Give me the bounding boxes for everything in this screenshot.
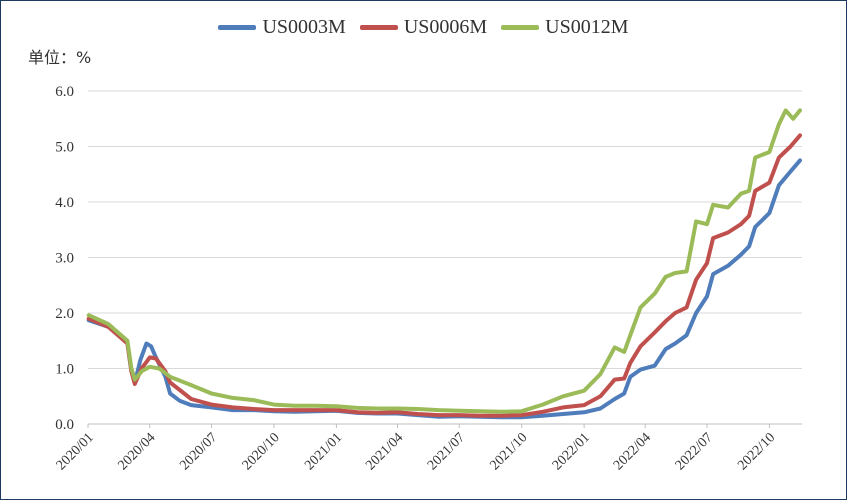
x-tick-label: 2020/07 bbox=[177, 430, 220, 473]
legend-item-us0003m: US0003M bbox=[218, 16, 346, 39]
y-tick-label: 5.0 bbox=[55, 140, 74, 156]
y-tick-label: 6.0 bbox=[55, 84, 74, 100]
x-tick-label: 2021/01 bbox=[302, 430, 345, 473]
x-tick-label: 2021/10 bbox=[487, 430, 530, 473]
series-line-us0012m bbox=[86, 108, 802, 414]
legend-label-us0012m: US0012M bbox=[545, 16, 629, 38]
series-line-us0006m bbox=[86, 133, 802, 418]
y-tick-label: 4.0 bbox=[55, 195, 74, 211]
x-tick-label: 2021/04 bbox=[363, 430, 406, 473]
y-tick-label: 0.0 bbox=[55, 417, 74, 433]
x-tick-label: 2020/04 bbox=[116, 430, 159, 473]
x-tick-label: 2022/07 bbox=[673, 430, 716, 473]
legend-item-us0012m: US0012M bbox=[501, 16, 629, 39]
y-tick-label: 3.0 bbox=[55, 251, 74, 267]
legend-swatch-us0006m bbox=[359, 25, 398, 30]
unit-label: 单位：% bbox=[28, 48, 92, 67]
x-tick-label: 2021/07 bbox=[425, 430, 468, 473]
legend-label-us0003m: US0003M bbox=[262, 16, 346, 38]
legend-label-us0006m: US0006M bbox=[403, 16, 488, 38]
x-tick-label: 2022/04 bbox=[611, 430, 654, 473]
legend-swatch-us0012m bbox=[501, 25, 540, 30]
x-tick-label: 2020/01 bbox=[54, 430, 97, 473]
y-tick-label: 1.0 bbox=[55, 362, 74, 378]
y-tick-label: 2.0 bbox=[55, 306, 74, 322]
x-tick-label: 2022/01 bbox=[550, 430, 593, 473]
legend-item-us0006m: US0006M bbox=[359, 16, 488, 39]
x-tick-label: 2022/10 bbox=[735, 430, 778, 473]
x-tick-label: 2020/10 bbox=[240, 430, 283, 473]
legend-swatch-us0003m bbox=[218, 25, 257, 30]
legend: US0003M US0006M US0012M bbox=[0, 16, 847, 39]
